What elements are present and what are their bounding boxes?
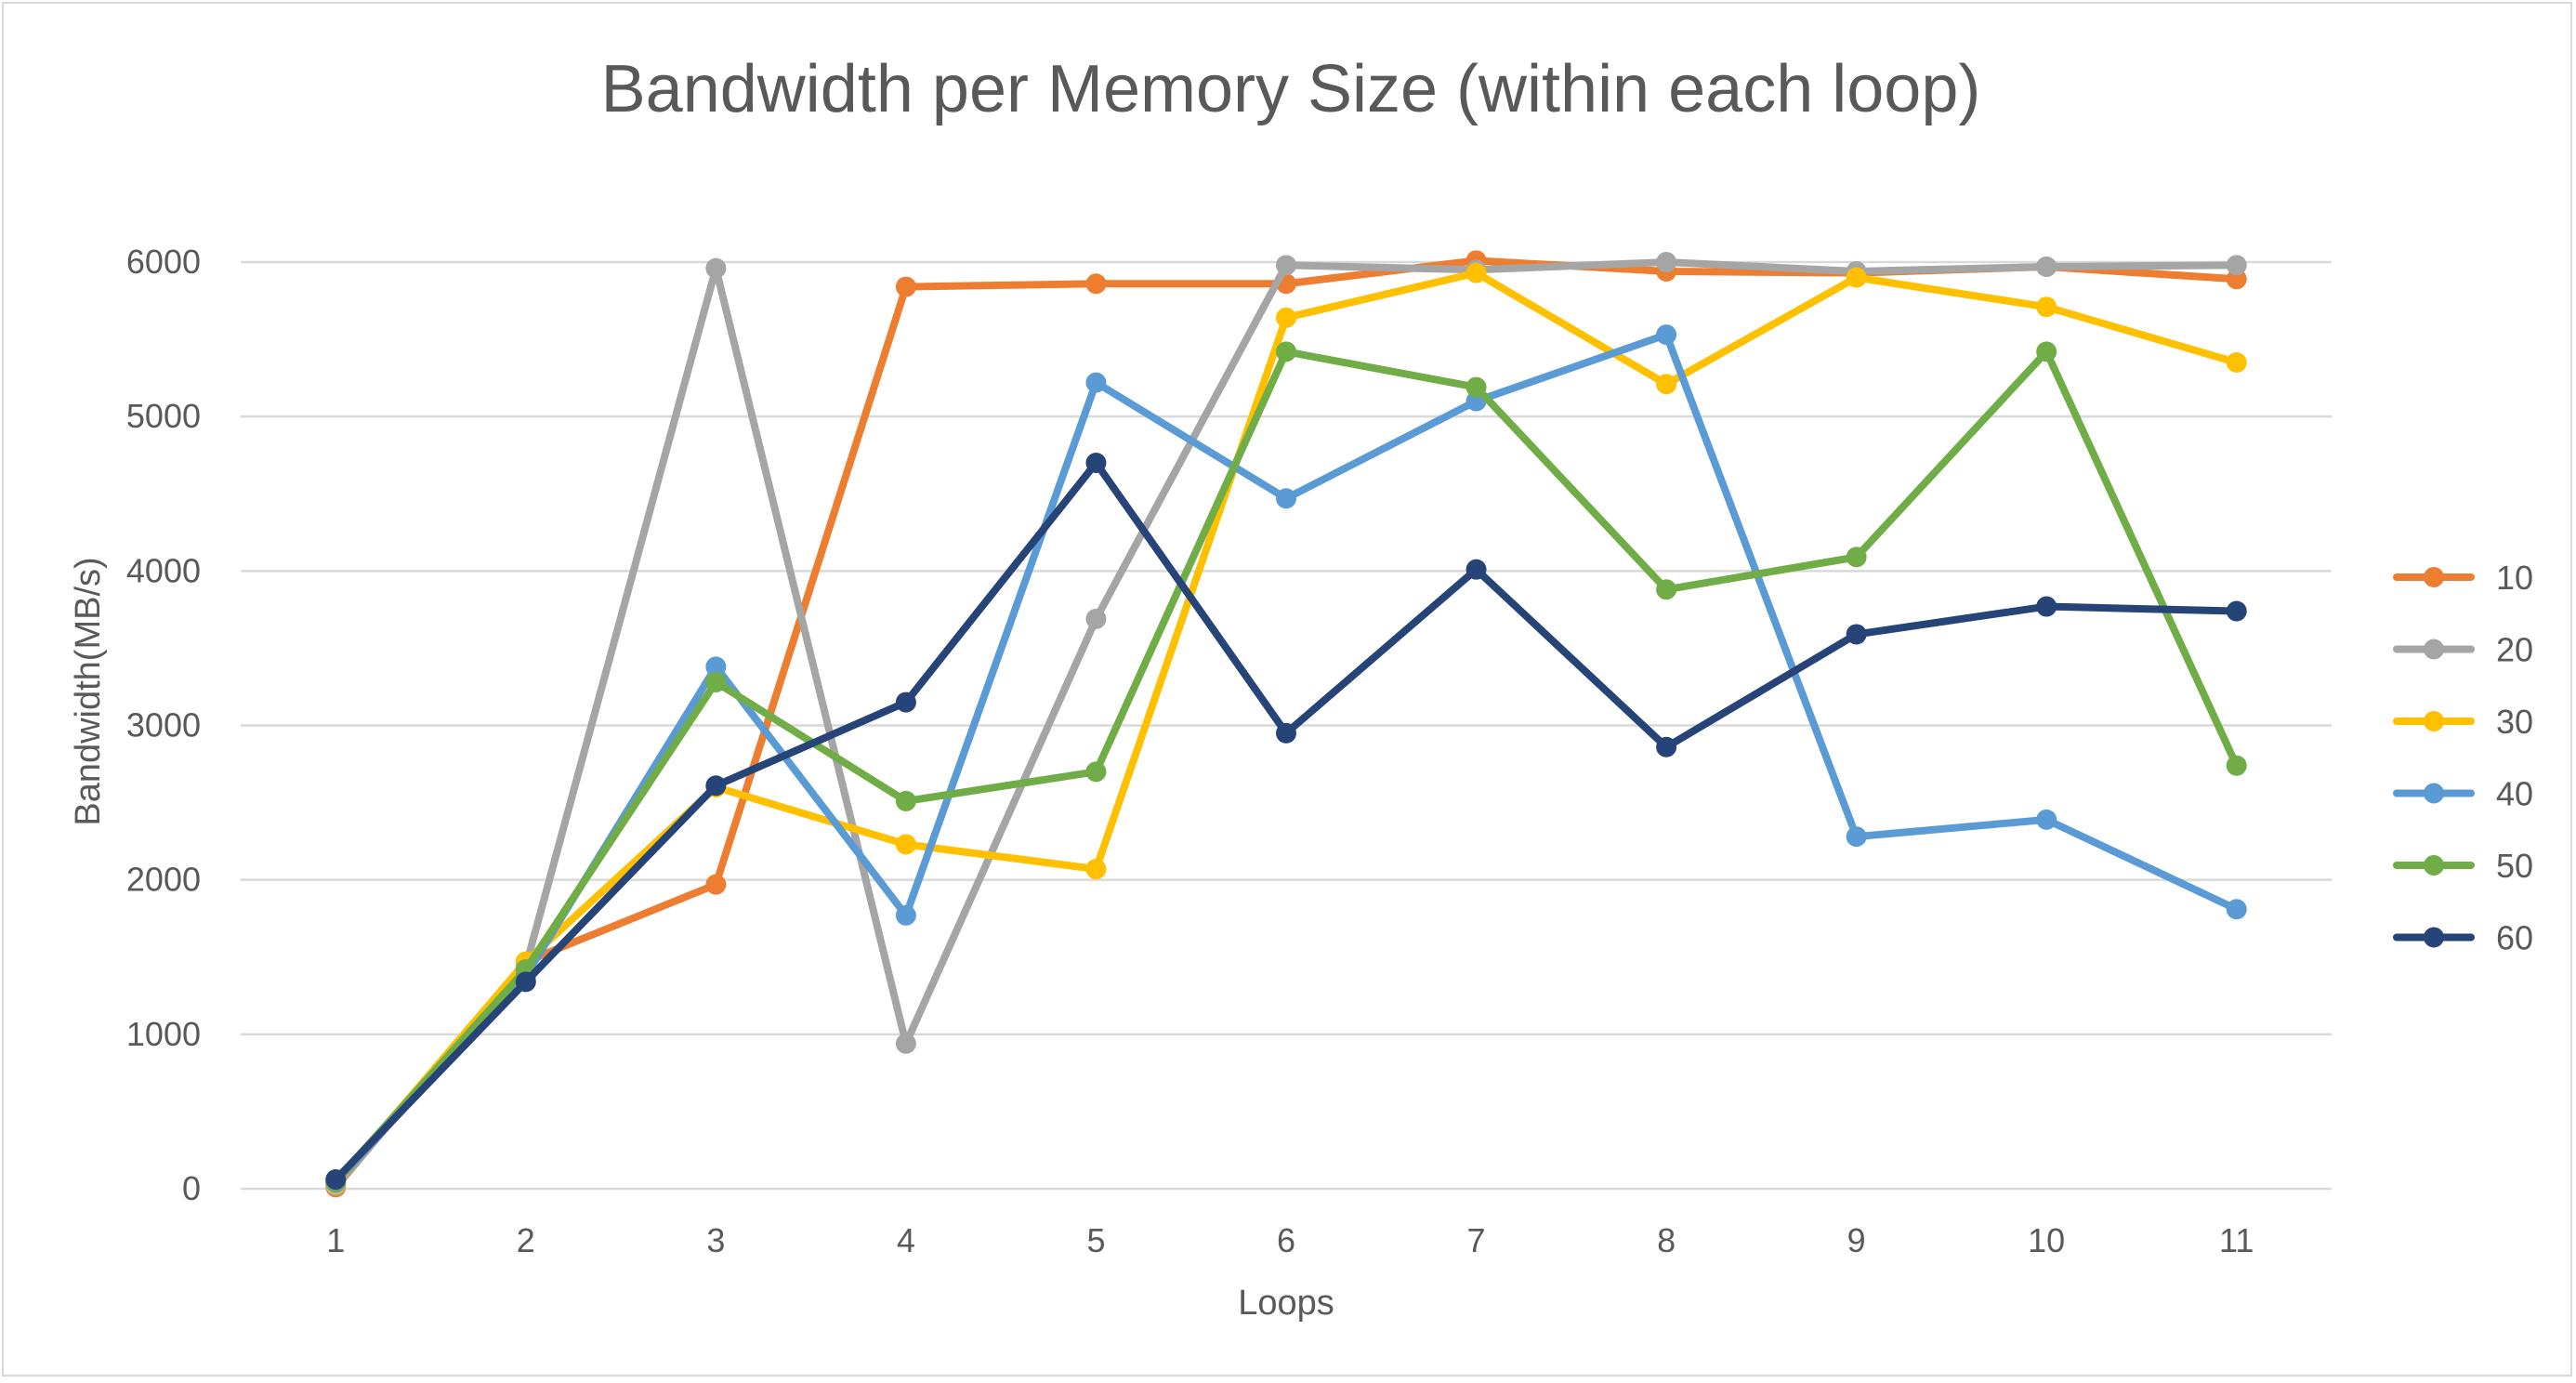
data-point — [705, 257, 727, 279]
legend-marker — [2424, 783, 2444, 804]
data-point — [2036, 296, 2057, 318]
data-point — [1085, 273, 1107, 295]
data-point — [1085, 372, 1107, 393]
series-60 — [325, 453, 2247, 1191]
data-point — [895, 834, 916, 855]
x-tick-label: 6 — [1277, 1221, 1295, 1259]
series-line-40 — [332, 331, 2241, 1187]
data-point — [1656, 736, 1677, 757]
data-point — [2226, 255, 2247, 276]
chart-title: Bandwidth per Memory Size (within each l… — [601, 52, 1981, 126]
y-tick-label: 2000 — [126, 861, 201, 899]
y-tick-label: 0 — [182, 1169, 201, 1207]
data-point — [2036, 596, 2057, 617]
data-point — [895, 276, 916, 297]
y-axis-ticks: 0 1000 2000 3000 4000 5000 6000 — [126, 243, 201, 1207]
x-tick-label: 2 — [517, 1221, 535, 1259]
data-point — [325, 1169, 347, 1191]
data-point — [705, 671, 727, 692]
legend-marker — [2424, 927, 2444, 948]
data-point — [705, 775, 727, 797]
x-tick-label: 3 — [706, 1221, 725, 1259]
data-point — [895, 904, 916, 926]
legend-label: 50 — [2496, 847, 2533, 885]
legend-marker — [2424, 639, 2444, 660]
line-chart: Bandwidth per Memory Size (within each l… — [69, 52, 2533, 1323]
data-point — [1085, 453, 1107, 474]
y-tick-label: 1000 — [126, 1015, 201, 1053]
legend: 10 20 30 40 50 60 — [2393, 559, 2533, 957]
data-point — [1085, 761, 1107, 783]
legend-label: 60 — [2496, 919, 2533, 957]
data-point — [1846, 547, 1867, 568]
data-point — [2226, 352, 2247, 374]
series-group — [325, 250, 2247, 1198]
data-point — [1085, 859, 1107, 880]
legend-item-10: 10 — [2393, 559, 2533, 597]
data-point — [1846, 267, 1867, 288]
data-point — [1276, 255, 1296, 276]
data-point — [2036, 809, 2057, 830]
data-point — [2226, 600, 2247, 622]
x-tick-label: 5 — [1086, 1221, 1105, 1259]
data-point — [2226, 899, 2247, 920]
series-line-50 — [332, 348, 2241, 1185]
data-point — [2036, 341, 2057, 362]
legend-marker — [2424, 855, 2444, 876]
y-tick-label: 4000 — [126, 551, 201, 589]
data-point — [1656, 374, 1677, 395]
data-point — [895, 790, 916, 811]
y-axis-title: Bandwidth(MB/s) — [69, 557, 108, 825]
legend-item-40: 40 — [2393, 775, 2533, 813]
legend-item-30: 30 — [2393, 703, 2533, 741]
x-tick-label: 9 — [1847, 1221, 1866, 1259]
legend-marker — [2424, 567, 2444, 587]
y-tick-label: 3000 — [126, 706, 201, 744]
legend-label: 30 — [2496, 703, 2533, 741]
data-point — [1465, 262, 1487, 283]
data-point — [1656, 579, 1677, 600]
data-point — [1656, 252, 1677, 272]
data-point — [1465, 376, 1487, 398]
legend-label: 40 — [2496, 775, 2533, 813]
data-point — [705, 656, 727, 678]
data-point — [705, 874, 727, 895]
legend-item-60: 60 — [2393, 919, 2533, 957]
legend-label: 10 — [2496, 559, 2533, 597]
y-tick-label: 6000 — [126, 243, 201, 281]
data-point — [895, 692, 916, 713]
data-point — [1276, 341, 1296, 362]
data-point — [2226, 755, 2247, 776]
legend-item-20: 20 — [2393, 631, 2533, 669]
data-point — [2036, 256, 2057, 277]
data-point — [1846, 624, 1867, 645]
data-point — [895, 1033, 916, 1054]
data-point — [1846, 826, 1867, 848]
x-tick-label: 1 — [326, 1221, 345, 1259]
x-axis-ticks: 1 2 3 4 5 6 7 8 9 10 11 — [326, 1221, 2254, 1259]
data-point — [515, 971, 536, 993]
data-point — [1276, 488, 1296, 509]
x-tick-label: 11 — [2219, 1221, 2254, 1259]
legend-label: 20 — [2496, 631, 2533, 669]
legend-item-50: 50 — [2393, 847, 2533, 885]
x-tick-label: 4 — [897, 1221, 915, 1259]
data-point — [1656, 324, 1677, 346]
x-tick-label: 10 — [2028, 1221, 2065, 1259]
series-50 — [325, 341, 2247, 1192]
series-40 — [325, 324, 2247, 1193]
legend-marker — [2424, 711, 2444, 731]
data-point — [1465, 559, 1487, 580]
data-point — [1276, 307, 1296, 328]
y-tick-label: 5000 — [126, 397, 201, 435]
x-tick-label: 7 — [1467, 1221, 1486, 1259]
data-point — [1085, 608, 1107, 629]
x-axis-title: Loops — [1238, 1284, 1334, 1323]
data-point — [1276, 722, 1296, 744]
x-tick-label: 8 — [1657, 1221, 1676, 1259]
